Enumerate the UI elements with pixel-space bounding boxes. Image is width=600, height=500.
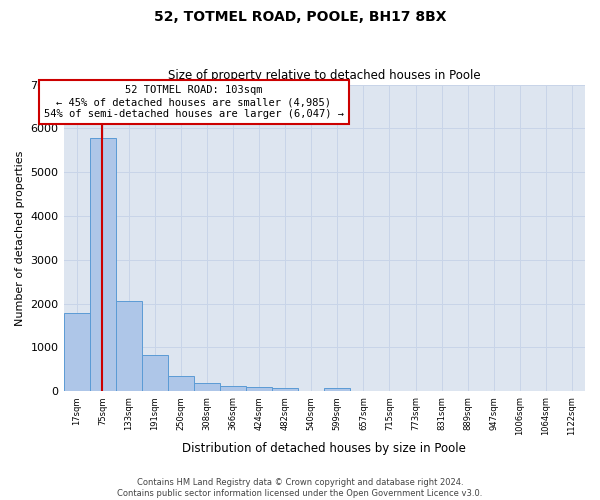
Y-axis label: Number of detached properties: Number of detached properties xyxy=(15,150,25,326)
Bar xyxy=(324,388,350,391)
Text: 52, TOTMEL ROAD, POOLE, BH17 8BX: 52, TOTMEL ROAD, POOLE, BH17 8BX xyxy=(154,10,446,24)
Bar xyxy=(89,138,116,391)
Bar xyxy=(168,376,194,391)
Title: Size of property relative to detached houses in Poole: Size of property relative to detached ho… xyxy=(168,69,481,82)
Text: 52 TOTMEL ROAD: 103sqm
← 45% of detached houses are smaller (4,985)
54% of semi-: 52 TOTMEL ROAD: 103sqm ← 45% of detached… xyxy=(44,86,344,118)
X-axis label: Distribution of detached houses by size in Poole: Distribution of detached houses by size … xyxy=(182,442,466,455)
Bar xyxy=(246,387,272,391)
Bar xyxy=(64,313,89,391)
Bar xyxy=(220,386,246,391)
Bar xyxy=(272,388,298,391)
Bar xyxy=(142,356,168,391)
Text: Contains HM Land Registry data © Crown copyright and database right 2024.
Contai: Contains HM Land Registry data © Crown c… xyxy=(118,478,482,498)
Bar xyxy=(194,383,220,391)
Bar xyxy=(116,301,142,391)
